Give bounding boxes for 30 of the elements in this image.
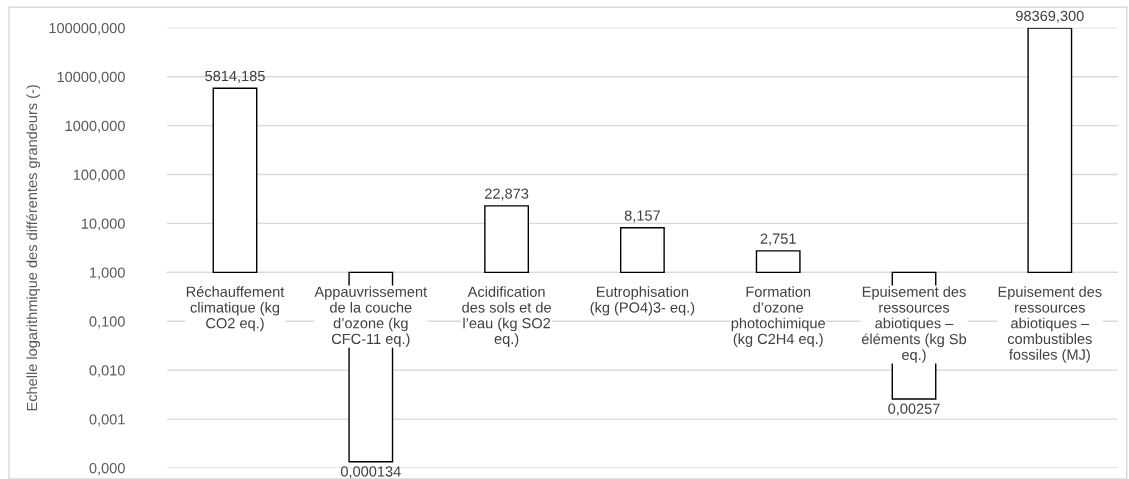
data-label: 0,00257 [888,403,940,416]
y-tick-label: 1,000 [90,267,125,280]
y-axis-title: Echelle logarithmique des différentes grandeurs (-) [26,85,41,411]
y-tick-label: 0,001 [89,414,125,427]
x-tick-label: Acidification des sols et de l’eau (kg SO2 eq.) [462,286,551,347]
y-tick-label: 100000,000 [49,22,125,35]
bar [484,205,530,274]
data-label: 98369,300 [1016,10,1084,23]
x-tick-label: Epuisement des ressources abiotiques – combustibles fossiles (MJ) [998,286,1102,363]
y-tick-label: 100,000 [73,169,125,182]
y-tick-label: 0,000 [89,463,125,476]
bar [212,87,258,274]
x-tick-label: Eutrophisation (kg (PO4)3- eq.) [590,286,695,316]
x-tick-label: Réchauffement climatique (kg CO2 eq.) [186,286,285,332]
bar [755,250,801,274]
data-label: 2,751 [760,233,796,246]
data-label: 0,000134 [340,466,401,479]
y-tick-label: 1000,000 [65,120,125,133]
data-label: 8,157 [624,210,660,223]
y-tick-label: 0,010 [89,365,125,378]
y-tick-label: 0,100 [89,316,125,329]
data-label: 22,873 [485,188,529,201]
bar [619,227,665,274]
bar [1027,27,1073,274]
data-label: 5814,185 [205,70,265,83]
x-tick-label: Epuisement des ressources abiotiques – éléments (kg Sb eq.) [861,286,967,363]
y-tick-label: 10,000 [81,218,125,231]
y-tick-label: 10000,000 [57,71,125,84]
x-tick-label: Appauvrissement de la couche d’ozone (kg CFC-11 eq.) [314,286,428,347]
x-tick-label: Formation d’ozone photochimique (kg C2H4 eq.) [731,286,825,347]
